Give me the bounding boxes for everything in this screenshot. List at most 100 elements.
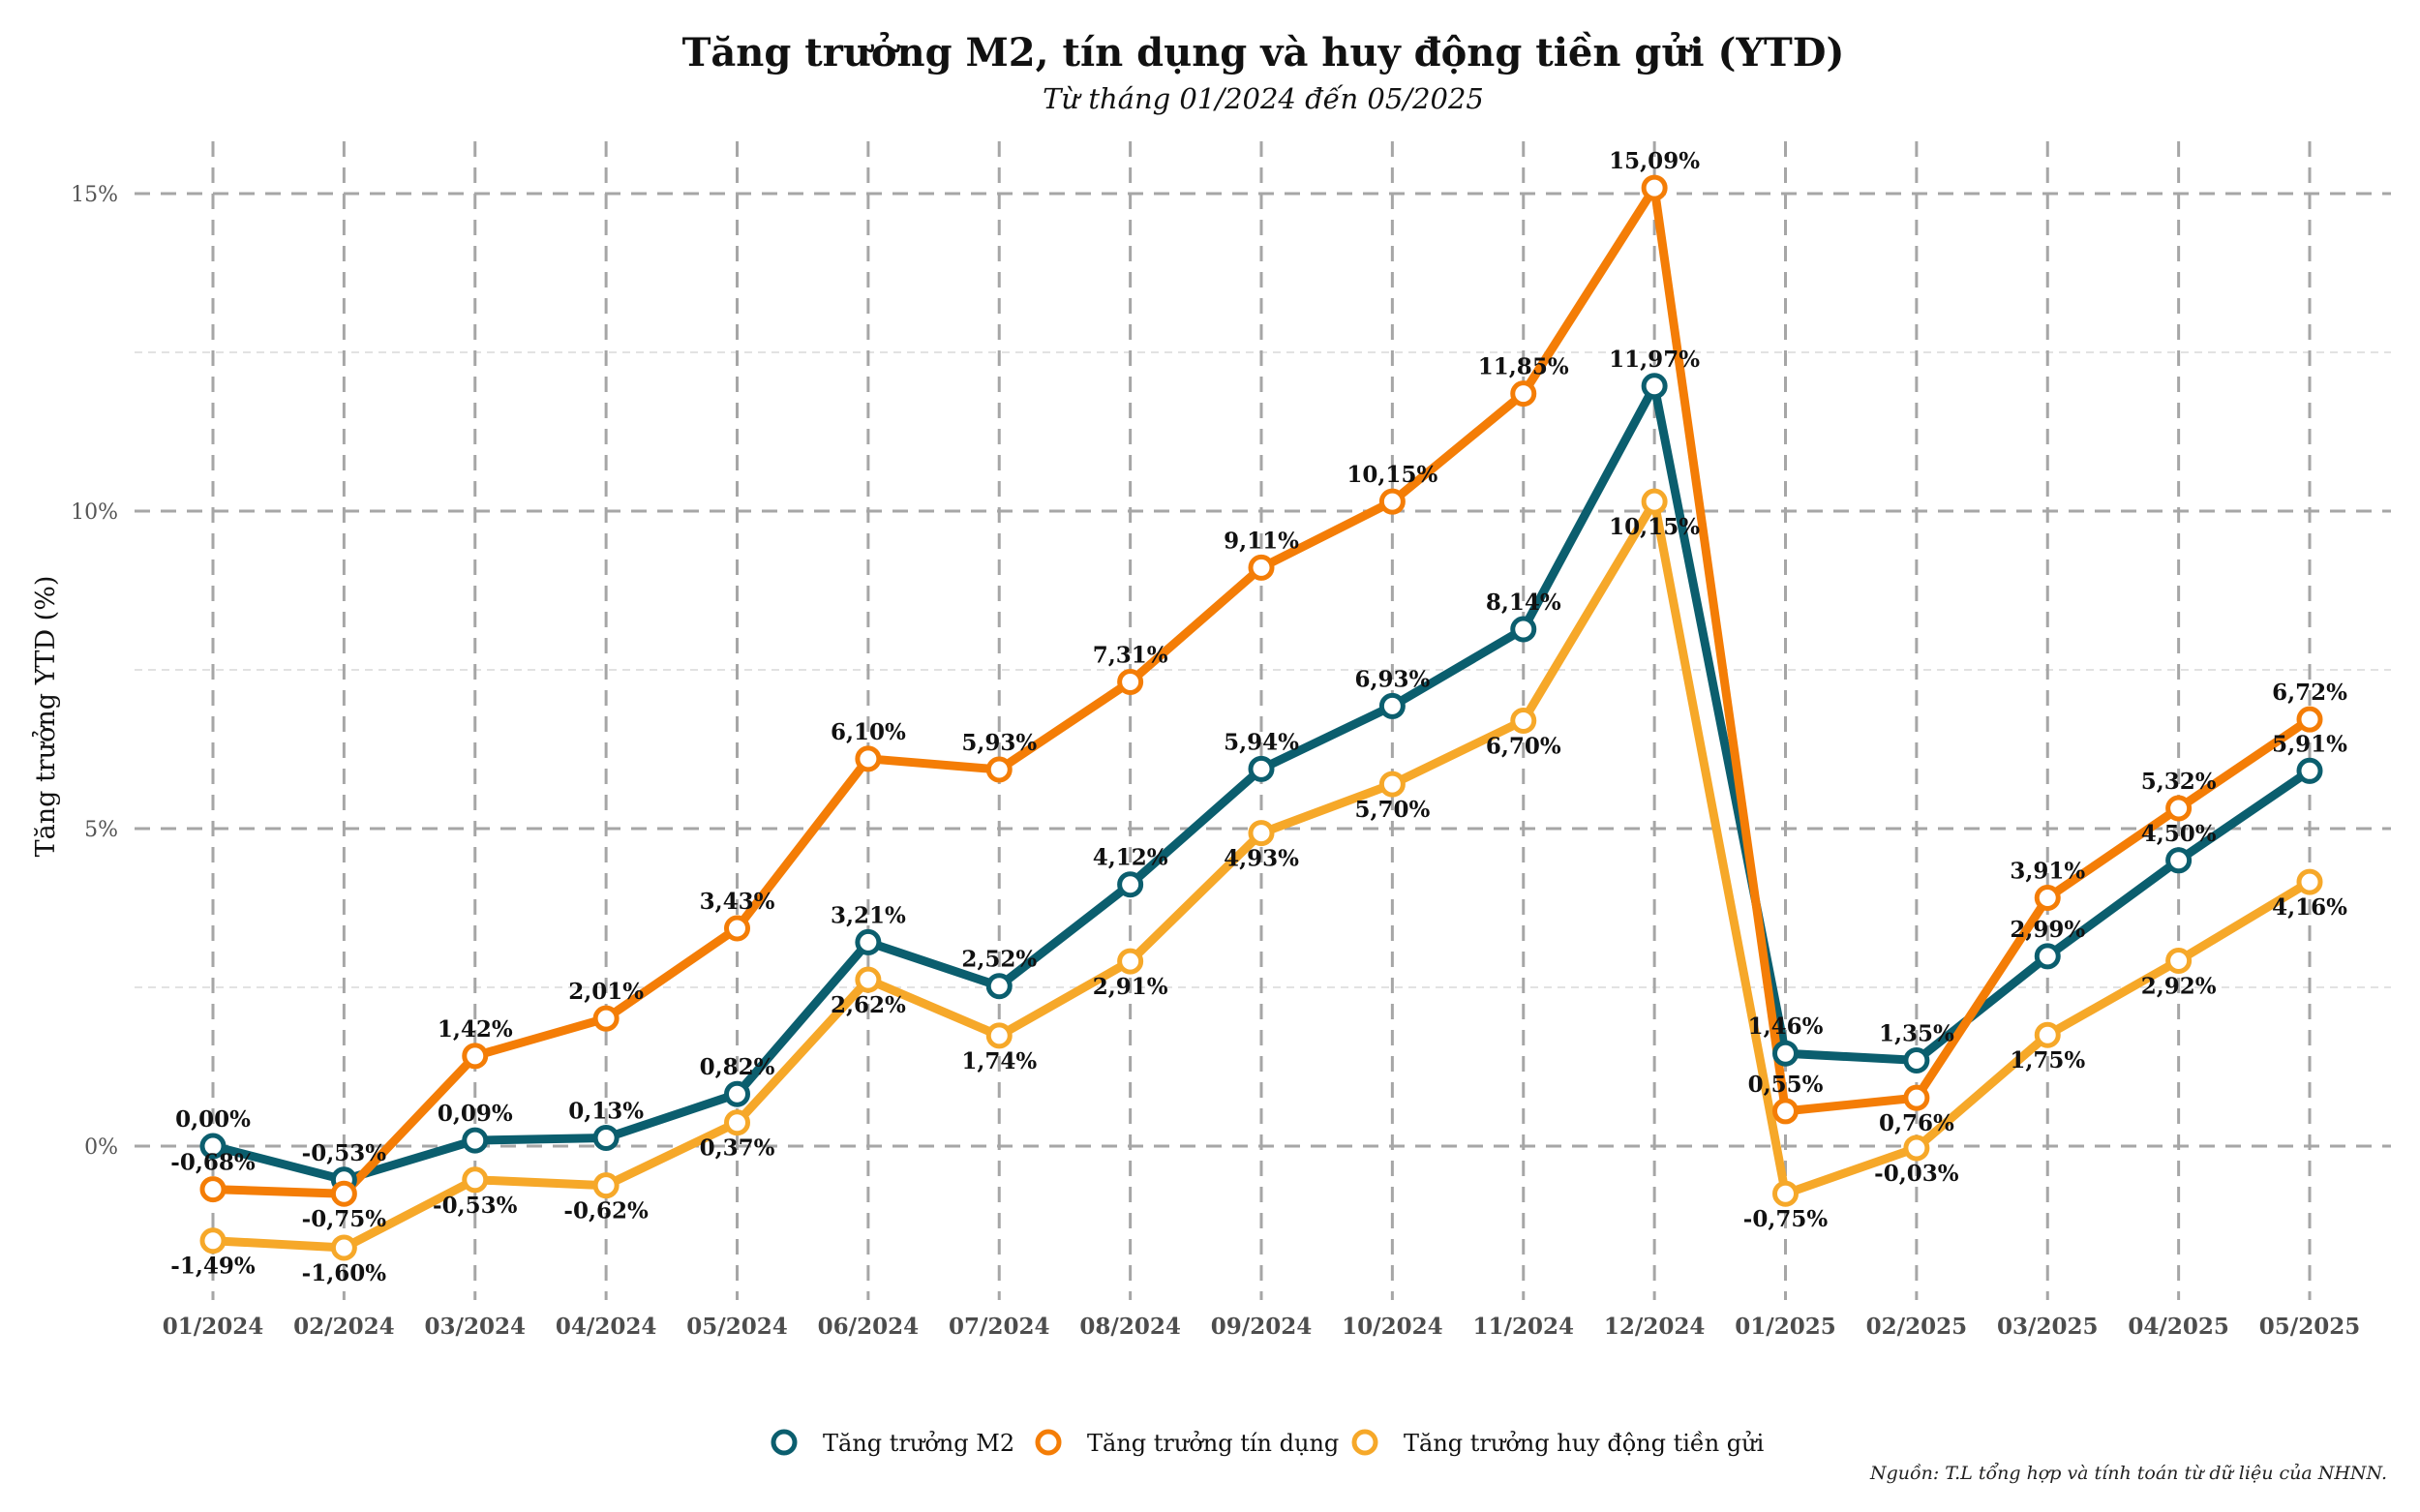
data-label: -0,62% xyxy=(563,1198,649,1225)
data-point xyxy=(1641,373,1668,400)
data-point xyxy=(1510,380,1537,408)
data-point xyxy=(1117,668,1144,695)
data-point xyxy=(1772,1040,1799,1067)
data-label: 0,76% xyxy=(1879,1110,1954,1136)
data-point xyxy=(1248,820,1275,847)
x-tick-label: 10/2024 xyxy=(1342,1314,1442,1340)
data-point xyxy=(985,756,1013,783)
data-label: 5,70% xyxy=(1354,797,1430,823)
data-point xyxy=(1903,1046,1930,1074)
data-label: 11,85% xyxy=(1478,354,1569,380)
data-point xyxy=(2296,706,2323,733)
data-label: 5,32% xyxy=(2141,769,2217,795)
data-point xyxy=(592,1005,620,1032)
data-label: 6,10% xyxy=(831,719,906,745)
data-label: 0,82% xyxy=(700,1054,775,1080)
x-tick-label: 07/2024 xyxy=(949,1314,1049,1340)
data-label: 8,14% xyxy=(1486,590,1561,616)
x-tick-label: 01/2024 xyxy=(163,1314,263,1340)
x-tick-label: 12/2024 xyxy=(1604,1314,1705,1340)
legend-label: Tăng trưởng tín dụng xyxy=(1087,1430,1339,1457)
data-label: 7,31% xyxy=(1093,642,1168,668)
series-markers xyxy=(199,174,2323,1261)
data-label: 3,21% xyxy=(831,902,906,928)
data-point xyxy=(724,1080,750,1107)
y-axis-label: Tăng trưởng YTD (%) xyxy=(30,576,61,858)
x-tick-label: 04/2024 xyxy=(556,1314,656,1340)
data-point xyxy=(1510,707,1537,734)
data-label: 3,91% xyxy=(2010,859,2085,885)
data-labels: 0,00% -0,53% 0,09% 0,13% 0,82% 3,21% 2,52% 4,12… xyxy=(170,148,2347,1286)
vertical-gridlines xyxy=(211,141,2312,1300)
x-tick-label: 01/2025 xyxy=(1735,1314,1835,1340)
data-label: 11,97% xyxy=(1609,347,1700,373)
data-point xyxy=(1641,488,1668,515)
data-label: 5,93% xyxy=(961,730,1037,756)
data-label: 2,92% xyxy=(2141,973,2217,999)
data-label: 4,12% xyxy=(1093,845,1168,871)
data-label: 0,13% xyxy=(568,1098,644,1124)
data-label: -0,75% xyxy=(1743,1206,1829,1232)
x-tick-label: 11/2024 xyxy=(1473,1314,1574,1340)
x-tick-label: 05/2024 xyxy=(686,1314,787,1340)
y-tick-label: 15% xyxy=(71,183,118,207)
data-point xyxy=(1903,1084,1930,1111)
x-tick-label: 02/2024 xyxy=(293,1314,394,1340)
data-point xyxy=(985,1022,1013,1049)
data-point xyxy=(330,1180,357,1207)
data-point xyxy=(1772,1180,1799,1207)
data-point xyxy=(1510,616,1537,643)
data-label: 2,01% xyxy=(568,979,644,1005)
data-label: 3,43% xyxy=(700,889,775,915)
data-label: 5,91% xyxy=(2272,731,2347,757)
data-point xyxy=(199,1227,227,1255)
data-label: 6,93% xyxy=(1354,666,1430,692)
data-label: -0,53% xyxy=(302,1140,387,1166)
x-tick-label: 08/2024 xyxy=(1079,1314,1180,1340)
data-label: 1,35% xyxy=(1879,1020,1954,1046)
data-label: 1,42% xyxy=(438,1016,513,1043)
data-point xyxy=(462,1127,489,1154)
data-label: 9,11% xyxy=(1224,528,1299,554)
y-axis-ticks: 0% 5% 10% 15% xyxy=(71,183,118,1160)
x-tick-label: 04/2025 xyxy=(2128,1314,2228,1340)
data-label: -1,60% xyxy=(302,1260,387,1286)
data-label: 10,15% xyxy=(1346,462,1437,488)
data-point xyxy=(1378,692,1406,719)
data-label: 4,50% xyxy=(2141,821,2217,847)
legend-item: Tăng trưởng tín dụng xyxy=(1035,1429,1339,1457)
data-point xyxy=(1117,948,1144,975)
data-point xyxy=(199,1133,227,1160)
data-point xyxy=(2034,885,2061,912)
data-label: -1,49% xyxy=(170,1254,256,1280)
data-point xyxy=(724,915,750,942)
data-point xyxy=(330,1234,357,1261)
data-point xyxy=(985,973,1013,1000)
data-label: 0,37% xyxy=(700,1135,775,1162)
data-label: -0,03% xyxy=(1874,1161,1959,1187)
y-tick-label: 10% xyxy=(71,500,118,525)
data-label: 2,91% xyxy=(1093,974,1168,1000)
data-point xyxy=(1903,1134,1930,1162)
data-label: 15,09% xyxy=(1609,148,1700,174)
data-point xyxy=(2165,947,2193,974)
data-point xyxy=(1378,488,1406,515)
data-label: 0,55% xyxy=(1748,1072,1824,1098)
data-point xyxy=(592,1172,620,1199)
data-label: 6,72% xyxy=(2272,680,2347,706)
data-point xyxy=(855,745,882,772)
data-label: 2,52% xyxy=(961,947,1037,973)
x-axis-ticks: 01/2024 02/2024 03/2024 04/2024 05/2024 06/20… xyxy=(163,1314,2360,1340)
data-label: 0,00% xyxy=(175,1106,251,1133)
data-point xyxy=(1378,771,1406,798)
data-label: 2,62% xyxy=(831,992,906,1018)
y-tick-label: 5% xyxy=(84,818,118,842)
data-label: 4,93% xyxy=(1224,846,1299,872)
legend-label: Tăng trưởng huy động tiền gửi xyxy=(1404,1430,1765,1457)
legend-marker-icon xyxy=(1351,1429,1378,1456)
data-label: 1,46% xyxy=(1748,1013,1824,1040)
data-label: -0,53% xyxy=(433,1193,518,1219)
legend-marker-icon xyxy=(771,1429,798,1456)
data-label: -0,68% xyxy=(170,1150,256,1176)
data-point xyxy=(855,966,882,993)
